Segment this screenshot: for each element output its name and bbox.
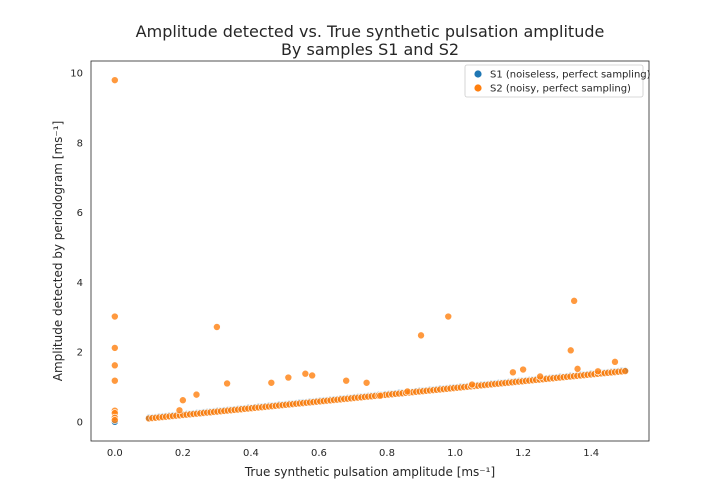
x-axis-ticks: 0.0 0.2 0.4 0.6 0.8 1.0 1.2 1.4: [107, 448, 599, 459]
x-tick-label: 0.6: [311, 448, 327, 459]
data-point-s2: [509, 368, 517, 377]
data-point-s2: [111, 76, 119, 84]
data-point-s2: [417, 331, 425, 340]
x-tick-label: 1.2: [515, 448, 531, 459]
data-point-s2: [267, 378, 276, 387]
data-point-s2: [468, 380, 476, 389]
data-point-s2: [111, 361, 119, 370]
x-axis-label: True synthetic pulsation amplitude [ms⁻¹…: [244, 465, 495, 479]
y-tick-label: 8: [77, 138, 83, 149]
y-tick-label: 2: [77, 348, 83, 359]
data-point-s2: [444, 312, 453, 321]
y-tick-label: 6: [77, 208, 83, 219]
legend: S1 (noiseless, perfect sampling) S2 (noi…: [464, 64, 651, 98]
legend-label-s2: S2 (noisy, perfect sampling): [490, 84, 631, 95]
data-points: [111, 76, 629, 426]
data-point-s2: [223, 379, 231, 388]
y-axis-ticks: 0 2 4 6 8 10: [70, 69, 83, 429]
x-tick-label: 1.0: [447, 448, 463, 459]
data-point-s2: [342, 376, 350, 385]
data-point-s2: [111, 416, 119, 424]
x-tick-label: 0.2: [175, 448, 191, 459]
legend-box: [464, 64, 644, 98]
y-axis-label: Amplitude detected by periodogram [ms⁻¹]: [51, 121, 65, 382]
data-point-s2: [362, 378, 371, 387]
data-point-s2: [566, 346, 575, 355]
y-tick-label: 0: [77, 417, 83, 428]
x-tick-label: 1.4: [583, 448, 599, 459]
data-point-s2: [519, 365, 527, 374]
x-tick-label: 0.4: [243, 448, 259, 459]
data-point-s2: [570, 297, 578, 305]
data-point-s2: [111, 312, 119, 321]
data-point-s2: [301, 369, 310, 378]
chart-title: Amplitude detected vs. True synthetic pu…: [136, 22, 605, 41]
legend-marker-s1: [474, 70, 482, 78]
x-tick-label: 0.0: [107, 448, 123, 459]
data-point-s2: [175, 406, 184, 415]
x-tick-label: 0.8: [379, 448, 395, 459]
chart-subtitle: By samples S1 and S2: [281, 40, 459, 59]
data-point-s2: [179, 396, 187, 405]
data-point-s2: [536, 372, 544, 381]
data-point-s2: [308, 371, 316, 380]
y-tick-label: 4: [77, 278, 83, 289]
data-point-s2: [376, 391, 385, 400]
data-point-s2: [111, 344, 119, 352]
data-point-s2: [594, 367, 602, 376]
data-point-s2: [284, 373, 293, 382]
data-point-s2: [403, 387, 412, 396]
data-point-s2: [621, 367, 629, 375]
data-point-s2: [111, 376, 119, 385]
data-point-s2: [573, 365, 582, 373]
legend-label-s1: S1 (noiseless, perfect sampling): [490, 70, 651, 81]
data-point-s2: [192, 390, 201, 399]
legend-marker-s2: [474, 84, 482, 92]
y-tick-label: 10: [70, 69, 83, 80]
data-point-s2: [611, 358, 619, 366]
data-point-s2: [213, 323, 221, 331]
